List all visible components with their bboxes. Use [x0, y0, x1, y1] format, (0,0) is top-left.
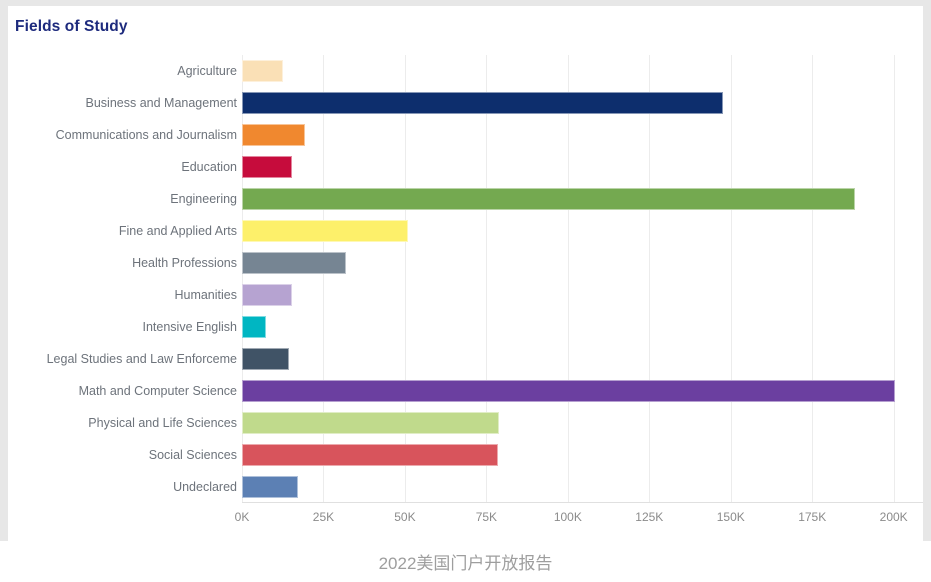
bar-row: [242, 471, 923, 503]
bar-row: [242, 279, 923, 311]
category-labels-column: Agriculture Business and Management Commun…: [8, 55, 237, 503]
gridline-100K: [567, 55, 569, 502]
category-label: Intensive English: [142, 320, 237, 334]
bar-intensive-english[interactable]: [242, 316, 267, 338]
bar-engineering[interactable]: [242, 188, 855, 210]
gridline-50K: [404, 55, 406, 502]
bar-row: [242, 55, 923, 87]
category-label: Agriculture: [177, 64, 237, 78]
bar-row: [242, 439, 923, 471]
plot-area: 0K 25K 50K 75K 100K 125K 150K 175K 200K: [235, 55, 923, 524]
category-label: Fine and Applied Arts: [118, 224, 237, 238]
gridline-125K: [649, 55, 651, 502]
bar-row: [242, 311, 923, 343]
bar-row: [242, 247, 923, 279]
bar-fine-and-applied-arts[interactable]: [242, 220, 409, 242]
category-label: Business and Management: [85, 96, 237, 110]
gridline-0K: [242, 55, 243, 502]
chart-title: Fields of Study: [15, 18, 128, 35]
category-label: Engineering: [170, 192, 237, 206]
bar-education[interactable]: [242, 156, 292, 178]
bar-communications-and-journalism[interactable]: [242, 124, 305, 146]
x-tick-label-25K: 25K: [312, 510, 335, 524]
bar-agriculture[interactable]: [242, 60, 284, 82]
caption-text: 2022美国门户开放报告: [378, 554, 553, 573]
bar-row: [242, 183, 923, 215]
x-tick-label-75K: 75K: [475, 510, 498, 524]
bar-row: [242, 343, 923, 375]
bar-legal-studies-and-law-enforceme[interactable]: [242, 348, 289, 370]
gridline-150K: [730, 55, 732, 502]
category-label: Humanities: [174, 288, 237, 302]
x-tick-label-50K: 50K: [394, 510, 416, 524]
category-label: Social Sciences: [148, 448, 237, 462]
bar-row: [242, 151, 923, 183]
x-tick-label-150K: 150K: [716, 510, 745, 524]
bar-business-and-management[interactable]: [242, 92, 723, 114]
bar-row: [242, 87, 923, 119]
category-label: Education: [181, 160, 237, 174]
x-tick-label-100K: 100K: [553, 510, 582, 524]
bar-humanities[interactable]: [242, 284, 292, 306]
category-label: Math and Computer Science: [78, 384, 237, 398]
category-label: Health Professions: [132, 256, 237, 270]
x-tick-label-0K: 0K: [234, 510, 250, 524]
category-label: Undeclared: [173, 480, 237, 494]
category-label: Physical and Life Sciences: [88, 416, 237, 430]
bar-math-and-computer-science[interactable]: [242, 380, 895, 402]
chart-widget: Fields of Study Agriculture Business and …: [0, 0, 931, 541]
gridline-25K: [323, 55, 325, 502]
bar-row: [242, 375, 923, 407]
x-tick-label-125K: 125K: [635, 510, 664, 524]
x-tick-label-200K: 200K: [879, 510, 908, 524]
gridline-75K: [486, 55, 488, 502]
gridline-175K: [812, 55, 814, 502]
bar-social-sciences[interactable]: [242, 444, 499, 466]
x-tick-label-175K: 175K: [798, 510, 827, 524]
bar-health-professions[interactable]: [242, 252, 347, 274]
caption-area: 2022美国门户开放报告: [0, 541, 931, 582]
category-label: Legal Studies and Law Enforceme: [46, 352, 237, 366]
category-label: Communications and Journalism: [55, 128, 237, 142]
bar-physical-and-life-sciences[interactable]: [242, 412, 500, 434]
gridline-200K: [893, 55, 895, 502]
bar-row: [242, 407, 923, 439]
bar-undeclared[interactable]: [242, 476, 299, 498]
bar-row: [242, 119, 923, 151]
bar-row: [242, 215, 923, 247]
chart-surface: Fields of Study Agriculture Business and …: [8, 6, 923, 541]
